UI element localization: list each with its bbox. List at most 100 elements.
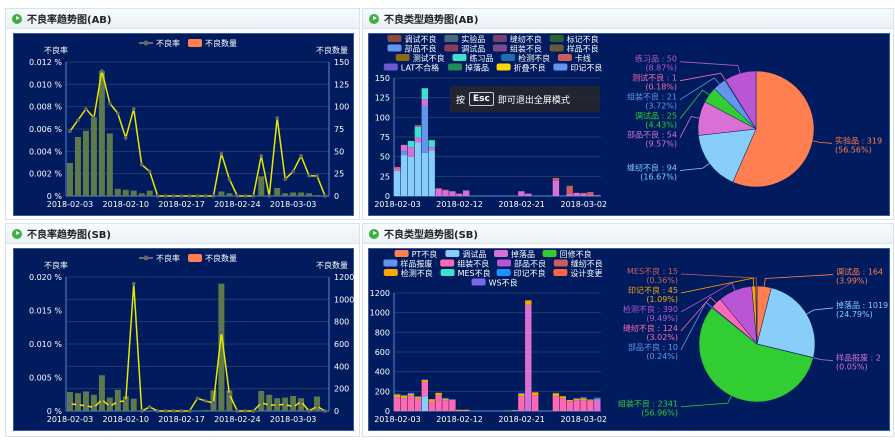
- legend-item: 练习品: [470, 53, 494, 63]
- rate-point: [171, 409, 176, 413]
- legend-swatch: [440, 269, 455, 276]
- stacked-bar-segment: [552, 396, 560, 411]
- y-tick-right: 75: [334, 125, 344, 134]
- pie-label-pct: (0.18%): [645, 83, 677, 92]
- rate-point: [171, 194, 176, 198]
- rate-point: [195, 194, 200, 198]
- stacked-bar-segment: [414, 125, 422, 127]
- legend-item: 调试品: [462, 249, 486, 259]
- legend-rate: 不良率: [156, 38, 180, 48]
- legend-swatch: [494, 250, 508, 257]
- stacked-bar-segment: [566, 399, 573, 402]
- stacked-bar-segment: [573, 400, 580, 411]
- x-tick: 2018-02-24: [214, 415, 261, 424]
- rate-point: [267, 403, 272, 407]
- legend-item: 调试品: [461, 44, 485, 54]
- legend-item: 实验品: [461, 34, 485, 44]
- rate-chart-sb[interactable]: 不良率 不良数量 不良率 不良数量 0 200 400 600 800 1000 1200 0 % 0.…: [13, 248, 354, 431]
- pie-label-pct: (9.57%): [645, 140, 677, 149]
- panel-title: 不良类型趋势图(SB): [384, 230, 478, 241]
- pie-label-pct: (3.02%): [646, 333, 678, 342]
- legend-swatch: [395, 54, 410, 61]
- type-chart-ab[interactable]: 调试不良 实验品 缝纫不良 标记不良 部品不良 调试品 组装不良 样品不良 测试不良 练习品 检测不…: [368, 33, 890, 216]
- legend-swatch: [492, 44, 507, 52]
- rate-point: [68, 129, 72, 134]
- rate-point: [219, 151, 224, 156]
- x-tick: 2018-02-10: [103, 200, 150, 209]
- panel-header: 不良率趋势图(AB): [6, 9, 359, 29]
- stacked-bar-segment: [518, 191, 525, 196]
- rate-point: [116, 399, 120, 404]
- rate-point: [235, 409, 240, 413]
- bar: [282, 193, 289, 196]
- rate-point: [139, 409, 144, 413]
- stacked-bar-segment: [435, 188, 442, 196]
- stacked-bar-segment: [525, 193, 532, 196]
- pie-label: 组装不良 : 2341: [618, 399, 678, 409]
- stacked-bar-segment: [407, 156, 415, 196]
- stacked-bar-segment: [407, 392, 415, 394]
- bar: [314, 195, 321, 196]
- pie-label-pct: (56.96%): [641, 409, 678, 418]
- rate-point: [68, 401, 72, 406]
- pie-label-pct: (0.05%): [836, 363, 868, 372]
- stacked-bar-segment: [428, 150, 435, 196]
- legend-item: 组装不良: [510, 44, 542, 54]
- rate-point: [179, 194, 184, 198]
- bar: [202, 410, 209, 411]
- rate-point: [299, 399, 303, 404]
- rate-point: [227, 177, 232, 182]
- rate-point: [267, 194, 272, 198]
- rate-point: [108, 101, 112, 106]
- bar: [226, 193, 233, 196]
- y-tick-left: 0 %: [47, 407, 63, 416]
- x-tick: 2018-02-03: [47, 200, 94, 209]
- bar: [314, 396, 321, 411]
- rate-point: [195, 396, 200, 401]
- legend-dot-icon: [143, 40, 149, 46]
- stacked-bar-segment: [566, 185, 573, 194]
- legend-swatch: [542, 250, 557, 257]
- pie-label: 掉落品 : 1019: [836, 300, 888, 310]
- legend-swatch: [452, 54, 467, 61]
- legend-count-swatch: [188, 254, 202, 262]
- stacked-bar-segment: [400, 155, 408, 196]
- stacked-bar-segment: [449, 399, 456, 411]
- rate-point: [275, 116, 279, 120]
- legend-item: 测试不良: [413, 53, 445, 63]
- stacked-bar-segment: [394, 394, 401, 398]
- rate-point: [323, 194, 327, 198]
- rate-point: [259, 401, 264, 405]
- stacked-bar-segment: [421, 152, 428, 196]
- legend-swatch: [553, 63, 568, 71]
- rate-point: [84, 403, 88, 408]
- rate-point: [251, 409, 256, 413]
- stacked-bar-segment: [435, 392, 442, 396]
- pie-label-line: [679, 72, 726, 82]
- bar: [82, 130, 89, 196]
- stacked-bar-segment: [421, 105, 428, 153]
- pie-label-line: [679, 163, 710, 171]
- rate-chart-ab[interactable]: 不良率 不良数量 不良率 不良数量 0 25 50 75 100 125 150 0 % 0.002 %…: [13, 33, 354, 216]
- y-tick: 0: [385, 192, 390, 201]
- type-chart-sb[interactable]: PT不良 调试品 掉落品 回修不良 样品报废 组装不良 部品不良 缝纫不良 检测不良 MES不良印…: [368, 248, 890, 431]
- legend-item: 组装不良: [457, 259, 489, 269]
- panel-title: 不良率趋势图(SB): [27, 230, 111, 241]
- rate-point: [84, 107, 88, 111]
- play-icon: [369, 228, 379, 239]
- legend-item: WS不良: [489, 278, 518, 288]
- y-axis-right-title: 不良数量: [316, 45, 348, 55]
- rate-point: [203, 194, 208, 198]
- panel-header: 不良类型趋势图(AB): [363, 9, 893, 29]
- legend-item: 样品不良: [567, 44, 599, 54]
- legend-swatch: [501, 54, 516, 61]
- fullscreen-exit-hint: 按 Esc 即可退出全屏模式: [450, 86, 600, 112]
- pie-label-line: [812, 140, 833, 144]
- rate-point: [123, 136, 128, 140]
- pie-label-line: [679, 77, 720, 101]
- legend-swatch: [549, 35, 564, 42]
- y-tick-left: 0.010 %: [29, 340, 62, 349]
- pie-slice: [724, 70, 757, 130]
- rate-point: [155, 194, 160, 198]
- rate-point: [243, 409, 248, 413]
